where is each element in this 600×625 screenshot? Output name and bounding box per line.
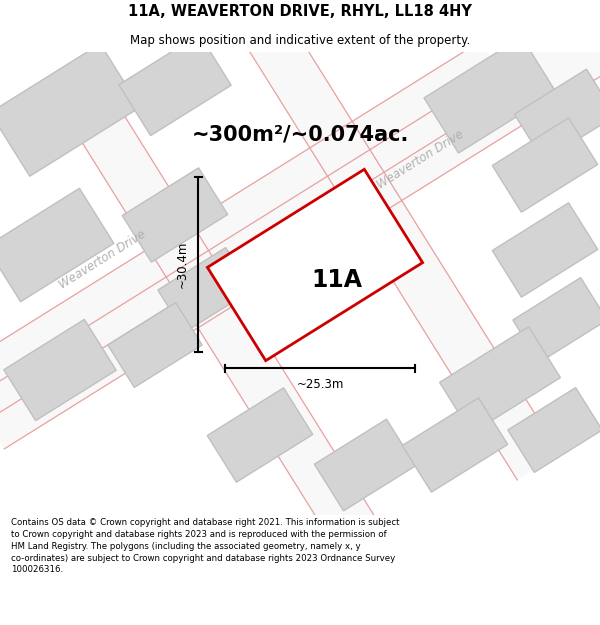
Text: Weaverton Drive: Weaverton Drive (56, 228, 148, 292)
Polygon shape (50, 65, 569, 625)
Polygon shape (440, 327, 560, 433)
Text: 11A, WEAVERTON DRIVE, RHYL, LL18 4HY: 11A, WEAVERTON DRIVE, RHYL, LL18 4HY (128, 4, 472, 19)
Polygon shape (424, 37, 556, 153)
Text: Contains OS data © Crown copyright and database right 2021. This information is : Contains OS data © Crown copyright and d… (11, 518, 400, 574)
Polygon shape (0, 44, 140, 176)
Text: ~300m²/~0.074ac.: ~300m²/~0.074ac. (191, 125, 409, 145)
Text: Map shows position and indicative extent of the property.: Map shows position and indicative extent… (130, 34, 470, 47)
Text: Weaverton Drive: Weaverton Drive (374, 128, 466, 192)
Polygon shape (513, 278, 600, 362)
Polygon shape (207, 388, 313, 482)
Polygon shape (402, 398, 508, 492)
Polygon shape (492, 118, 598, 212)
Text: 11A: 11A (311, 268, 362, 292)
Polygon shape (0, 188, 114, 302)
Polygon shape (514, 69, 600, 161)
Polygon shape (508, 388, 600, 472)
Polygon shape (0, 0, 600, 449)
Text: ~25.3m: ~25.3m (296, 378, 344, 391)
Polygon shape (208, 169, 422, 361)
Polygon shape (314, 419, 416, 511)
Polygon shape (122, 168, 228, 262)
Polygon shape (40, 0, 560, 480)
Polygon shape (0, 41, 512, 569)
Polygon shape (4, 319, 116, 421)
Polygon shape (119, 34, 231, 136)
Polygon shape (108, 302, 202, 388)
Text: ~30.4m: ~30.4m (176, 241, 188, 288)
Polygon shape (158, 248, 252, 332)
Polygon shape (492, 203, 598, 297)
